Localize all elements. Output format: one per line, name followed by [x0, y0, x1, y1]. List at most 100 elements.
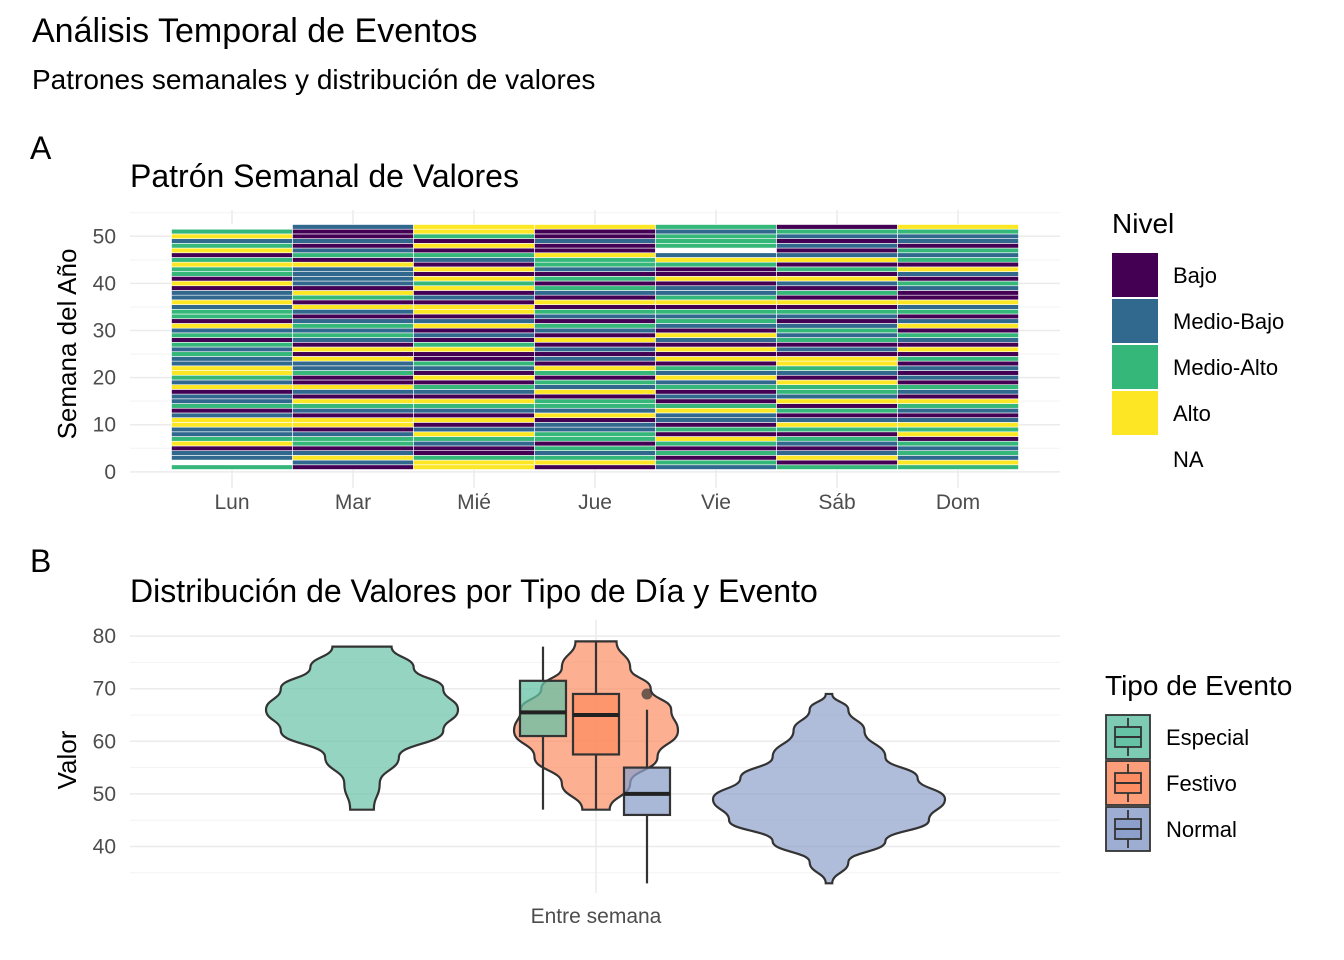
- heatmap-tile: [897, 318, 1019, 324]
- heatmap-title: Patrón Semanal de Valores: [130, 158, 519, 194]
- heatmap-tile: [897, 431, 1019, 437]
- heatmap-tile: [655, 393, 777, 400]
- heatmap-tile: [655, 332, 777, 338]
- heatmap-tile: [897, 422, 1019, 428]
- heatmap-tile: [776, 290, 898, 296]
- heatmap-tile: [413, 233, 535, 239]
- heatmap-tile: [171, 412, 293, 418]
- heatmap-tile: [776, 360, 898, 367]
- heatmap-tile: [655, 346, 777, 353]
- heatmap-tile: [897, 455, 1019, 461]
- heatmap-tile: [655, 299, 777, 305]
- heatmap-tile: [534, 285, 656, 291]
- heatmap-tile: [655, 327, 777, 334]
- heatmap-tile: [534, 450, 656, 456]
- heatmap-tile: [292, 276, 414, 282]
- heatmap-tile: [292, 261, 414, 268]
- heatmap-tile: [171, 266, 293, 272]
- heatmap-tile: [776, 464, 898, 470]
- heatmap-tile: [413, 360, 535, 367]
- heatmap-tile: [655, 459, 777, 466]
- heatmap-tile: [292, 356, 414, 362]
- heatmap-tile: [655, 351, 777, 357]
- heatmap-tile: [534, 228, 656, 235]
- heatmap-tile: [413, 247, 535, 254]
- heatmap-tile: [292, 299, 414, 305]
- heatmap-tile: [413, 412, 535, 418]
- heatmap-tile: [655, 412, 777, 418]
- heatmap-tile: [776, 417, 898, 423]
- main-title: Análisis Temporal de Eventos: [32, 12, 478, 50]
- heatmap-tile: [171, 304, 293, 310]
- heatmap-tile: [171, 327, 293, 334]
- heatmap-tile: [776, 313, 898, 320]
- heatmap-tile: [292, 257, 414, 263]
- heatmap-tile: [534, 426, 656, 433]
- heatmap-tile: [413, 224, 535, 230]
- heatmap-x-tick-label: Mar: [335, 491, 371, 514]
- heatmap-tile: [897, 389, 1019, 395]
- heatmap-tile: [655, 290, 777, 296]
- heatmap-tile: [897, 323, 1019, 329]
- heatmap-tile: [413, 332, 535, 338]
- heatmap-tile: [292, 280, 414, 287]
- heatmap-tile: [413, 266, 535, 272]
- heatmap-tile: [171, 313, 293, 320]
- heatmap-tile: [776, 431, 898, 437]
- heatmap-tile: [655, 304, 777, 310]
- heatmap-y-tick-label: 20: [93, 367, 116, 390]
- heatmap-tile: [413, 276, 535, 282]
- heatmap-tile: [655, 271, 777, 277]
- heatmap-tile: [655, 238, 777, 244]
- heatmap-tile: [776, 318, 898, 324]
- heatmap-tile: [171, 276, 293, 282]
- heatmap-tile: [534, 304, 656, 310]
- heatmap-tile: [292, 426, 414, 433]
- heatmap-tile: [897, 450, 1019, 456]
- heatmap-tile: [776, 412, 898, 418]
- heatmap-tile: [171, 370, 293, 376]
- heatmap-tile: [655, 436, 777, 442]
- heatmap-tile: [292, 450, 414, 456]
- heatmap-tile: [897, 285, 1019, 291]
- heatmap-tile: [897, 327, 1019, 334]
- heatmap-tile: [534, 407, 656, 414]
- heatmap-tile: [897, 341, 1019, 348]
- heatmap-tile: [655, 313, 777, 320]
- violin-normal: [711, 692, 947, 885]
- panel-b-tag: B: [30, 543, 52, 579]
- heatmap-tile: [292, 455, 414, 461]
- heatmap-tile: [171, 450, 293, 456]
- heatmap-tile: [776, 276, 898, 282]
- heatmap-tile: [171, 393, 293, 400]
- heatmap-tile: [171, 431, 293, 437]
- heatmap-tile: [292, 379, 414, 385]
- heatmap-tile: [292, 238, 414, 244]
- heatmap-tile: [534, 455, 656, 461]
- heatmap-tile: [897, 224, 1019, 230]
- heatmap-tile: [655, 464, 777, 470]
- heatmap-tile: [292, 436, 414, 442]
- heatmap-tile: [897, 257, 1019, 263]
- heatmap-tile: [897, 332, 1019, 338]
- heatmap-tile: [534, 318, 656, 324]
- violin-x-tick-label: Entre semana: [531, 905, 662, 928]
- heatmap-tile: [292, 309, 414, 315]
- heatmap-tile: [534, 422, 656, 428]
- heatmap-tile: [534, 440, 656, 447]
- boxplot-outlier: [641, 688, 653, 700]
- boxplot-box-especial: [518, 679, 568, 738]
- heatmap-tile: [171, 389, 293, 395]
- heatmap-tile: [897, 426, 1019, 433]
- heatmap-tile: [897, 280, 1019, 287]
- heatmap-tile: [897, 440, 1019, 447]
- heatmap-tile: [292, 294, 414, 301]
- heatmap-tile: [655, 403, 777, 409]
- heatmap-tile: [292, 431, 414, 437]
- heatmap-tile: [413, 228, 535, 235]
- heatmap-tile: [171, 351, 293, 357]
- heatmap-legend-label: Medio-Bajo: [1173, 309, 1284, 334]
- heatmap-tile: [655, 233, 777, 239]
- heatmap-tile: [534, 365, 656, 371]
- heatmap-tile: [534, 341, 656, 348]
